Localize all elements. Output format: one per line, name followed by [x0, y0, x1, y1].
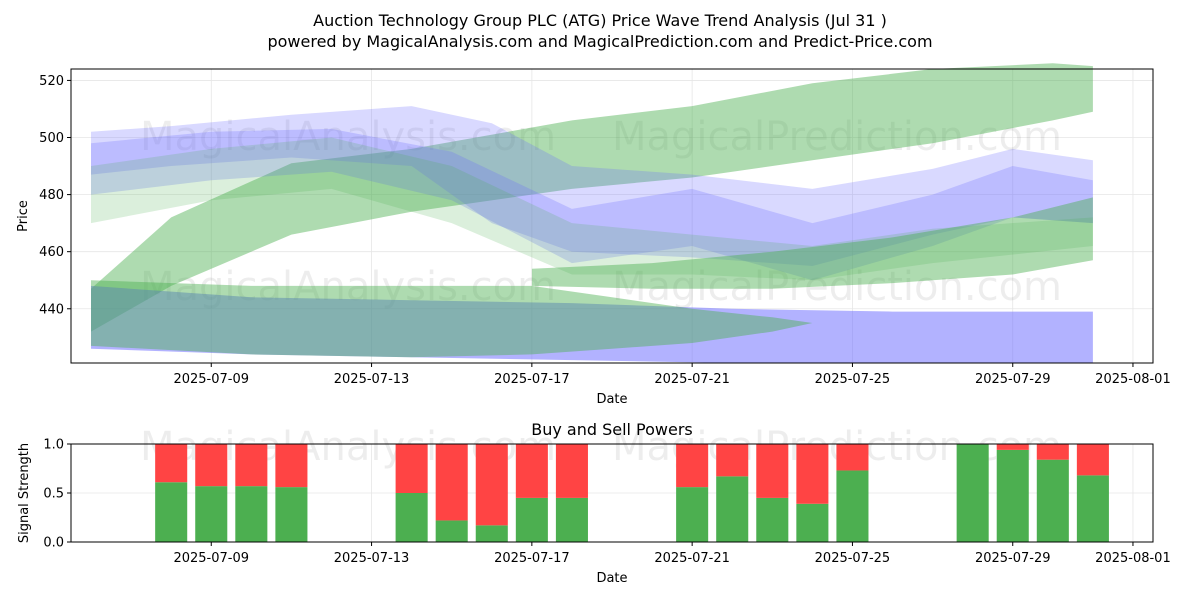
- price-x-tick-label: 2025-07-21: [654, 372, 730, 387]
- buy-power-bar: [836, 470, 869, 542]
- price-y-tick-label: 460: [39, 245, 64, 260]
- sell-power-bar: [716, 444, 749, 477]
- watermark-text: MagicalAnalysis.com: [140, 114, 556, 160]
- power-x-tick-label: 2025-07-17: [494, 551, 570, 566]
- price-y-tick-label: 500: [39, 131, 64, 146]
- chart-title-line2: powered by MagicalAnalysis.com and Magic…: [267, 32, 932, 51]
- power-y-tick-label: 1.0: [43, 438, 64, 453]
- price-x-tick-label: 2025-07-17: [494, 372, 570, 387]
- sell-power-bar: [555, 444, 588, 498]
- price-band-6: [91, 137, 1093, 281]
- sell-power-bar: [796, 444, 829, 504]
- buy-power-bar: [555, 497, 588, 542]
- sell-power-bar: [435, 444, 468, 521]
- price-plot-frame: [70, 68, 1154, 364]
- sell-power-bar: [515, 444, 548, 498]
- price-x-tick-label: 2025-08-01: [1095, 372, 1171, 387]
- power-x-axis-label: Date: [596, 571, 627, 586]
- price-y-axis-label: Price: [16, 200, 31, 232]
- buy-power-bar: [1036, 459, 1069, 542]
- sell-power-bar: [195, 444, 228, 487]
- price-band-3: [91, 280, 813, 358]
- sell-power-bar: [836, 444, 869, 471]
- price-y-axis: 440 460 480 500 520: [39, 74, 71, 317]
- chart-title-line1: Auction Technology Group PLC (ATG) Price…: [313, 11, 887, 30]
- price-band-7: [531, 197, 1093, 289]
- buy-power-bar: [395, 493, 428, 542]
- power-x-tick-label: 2025-08-01: [1095, 551, 1171, 566]
- power-chart-title: Buy and Sell Powers: [531, 420, 693, 439]
- sell-power-bar: [676, 444, 709, 488]
- power-x-tick-label: 2025-07-09: [173, 551, 249, 566]
- buy-power-bar: [956, 444, 989, 542]
- price-x-tick-label: 2025-07-13: [334, 372, 410, 387]
- sell-power-bar: [475, 444, 508, 526]
- buy-power-bar: [716, 476, 749, 542]
- buy-power-bar: [796, 503, 829, 542]
- power-chart: Buy and Sell Powers MagicalAnalysis.comM…: [17, 420, 1171, 586]
- sell-power-bar: [235, 444, 268, 487]
- sell-power-bar: [756, 444, 789, 498]
- power-x-axis: 2025-07-09 2025-07-13 2025-07-17 2025-07-21…: [173, 542, 1171, 566]
- price-x-tick-label: 2025-07-29: [975, 372, 1051, 387]
- price-band-5: [91, 128, 1093, 281]
- buy-power-bar: [756, 497, 789, 542]
- buy-power-bar: [235, 486, 268, 542]
- buy-power-bar: [515, 497, 548, 542]
- watermark-text: MagicalPrediction.com: [612, 114, 1062, 160]
- price-band-1: [91, 63, 1093, 332]
- sell-power-bar: [155, 444, 188, 483]
- price-band-4: [91, 106, 1093, 266]
- power-x-tick-label: 2025-07-25: [815, 551, 891, 566]
- price-band-2: [91, 285, 1093, 363]
- buy-power-bar: [475, 525, 508, 542]
- price-x-tick-label: 2025-07-25: [815, 372, 891, 387]
- power-y-tick-label: 0.5: [43, 487, 64, 502]
- power-x-tick-label: 2025-07-21: [654, 551, 730, 566]
- price-y-tick-label: 480: [39, 188, 64, 203]
- price-x-axis-label: Date: [596, 392, 627, 407]
- buy-power-bar: [676, 487, 709, 542]
- buy-power-bar: [195, 486, 228, 542]
- sell-power-bar: [1036, 444, 1069, 460]
- sell-power-bar: [275, 444, 308, 488]
- price-y-tick-label: 440: [39, 302, 64, 317]
- power-y-axis: 0.0 0.5 1.0: [43, 438, 71, 551]
- sell-power-bar: [996, 444, 1029, 450]
- price-bands: [91, 63, 1093, 363]
- buy-power-bar: [275, 487, 308, 542]
- sell-power-bar: [395, 444, 428, 493]
- power-y-axis-label: Signal Strength: [17, 443, 32, 543]
- power-x-tick-label: 2025-07-29: [975, 551, 1051, 566]
- power-y-tick-label: 0.0: [43, 536, 64, 551]
- power-bars: [155, 444, 1109, 542]
- price-x-tick-label: 2025-07-09: [173, 372, 249, 387]
- price-chart: MagicalAnalysis.com MagicalPrediction.com…: [16, 63, 1171, 407]
- buy-power-bar: [996, 449, 1029, 542]
- power-x-tick-label: 2025-07-13: [334, 551, 410, 566]
- buy-power-bar: [435, 520, 468, 542]
- sell-power-bar: [1076, 444, 1109, 476]
- watermark-text: MagicalPrediction.com: [612, 264, 1062, 310]
- buy-power-bar: [155, 482, 188, 542]
- price-x-axis: 2025-07-09 2025-07-13 2025-07-17 2025-07-21…: [173, 363, 1171, 387]
- buy-power-bar: [1076, 475, 1109, 542]
- price-y-tick-label: 520: [39, 74, 64, 89]
